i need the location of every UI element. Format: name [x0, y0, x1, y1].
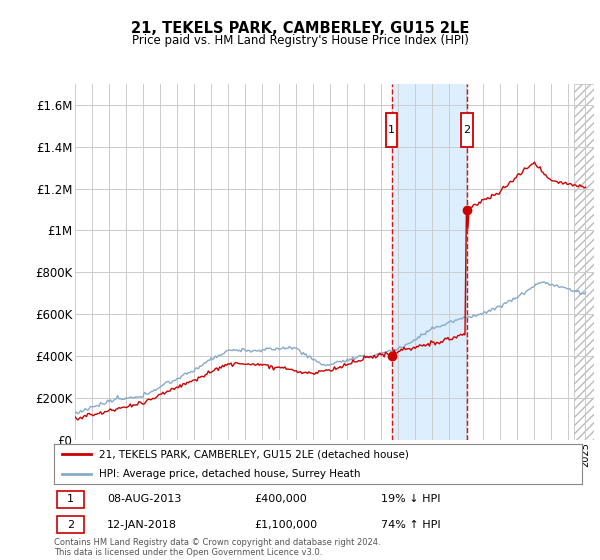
Text: 08-AUG-2013: 08-AUG-2013: [107, 494, 181, 505]
Bar: [392, 84, 467, 440]
Text: 21, TEKELS PARK, CAMBERLEY, GU15 2LE: 21, TEKELS PARK, CAMBERLEY, GU15 2LE: [131, 21, 469, 36]
Text: 1: 1: [67, 494, 74, 505]
Text: Price paid vs. HM Land Registry's House Price Index (HPI): Price paid vs. HM Land Registry's House …: [131, 34, 469, 46]
Bar: [574, 84, 594, 440]
Text: 2: 2: [463, 125, 470, 135]
FancyBboxPatch shape: [386, 113, 397, 147]
Text: 74% ↑ HPI: 74% ↑ HPI: [382, 520, 441, 530]
Text: 12-JAN-2018: 12-JAN-2018: [107, 520, 177, 530]
Text: Contains HM Land Registry data © Crown copyright and database right 2024.
This d: Contains HM Land Registry data © Crown c…: [54, 538, 380, 557]
Text: 1: 1: [388, 125, 395, 135]
FancyBboxPatch shape: [56, 491, 84, 508]
FancyBboxPatch shape: [56, 516, 84, 534]
Text: 19% ↓ HPI: 19% ↓ HPI: [382, 494, 441, 505]
FancyBboxPatch shape: [461, 113, 473, 147]
Text: £1,100,000: £1,100,000: [254, 520, 318, 530]
Text: 21, TEKELS PARK, CAMBERLEY, GU15 2LE (detached house): 21, TEKELS PARK, CAMBERLEY, GU15 2LE (de…: [99, 449, 409, 459]
Text: 2: 2: [67, 520, 74, 530]
Text: £400,000: £400,000: [254, 494, 307, 505]
Text: HPI: Average price, detached house, Surrey Heath: HPI: Average price, detached house, Surr…: [99, 469, 361, 479]
